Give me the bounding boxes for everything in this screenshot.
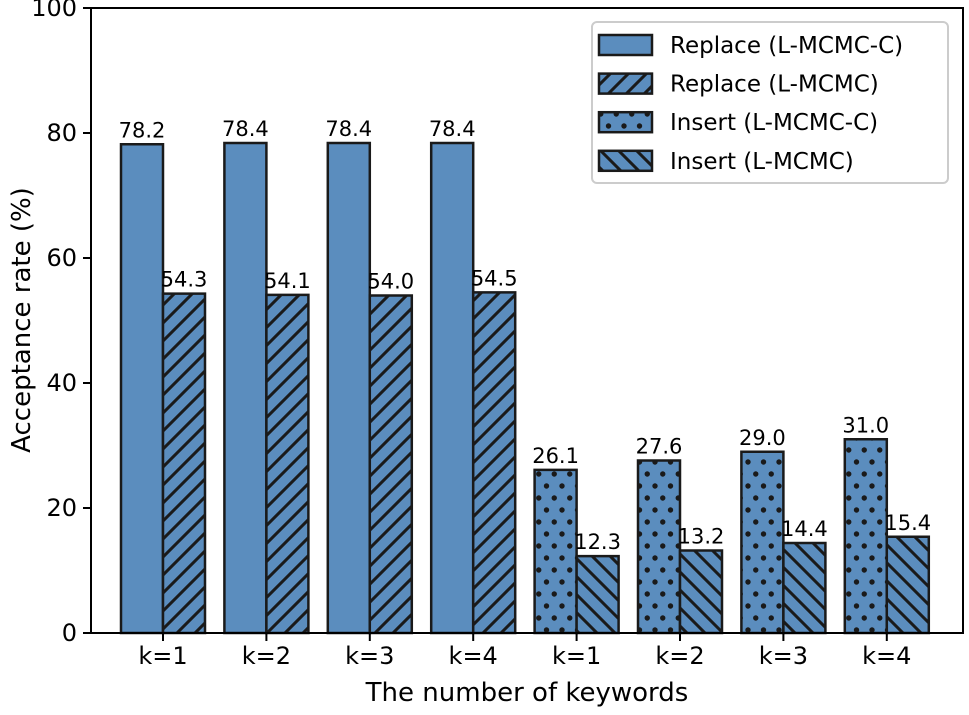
bar-slash-k=4 xyxy=(471,291,517,635)
bar-value-label: 13.2 xyxy=(678,525,725,549)
x-tick-label: k=3 xyxy=(759,642,808,670)
y-tick-label: 80 xyxy=(46,119,77,147)
bar-value-label: 78.2 xyxy=(119,118,166,142)
y-tick-label: 60 xyxy=(46,244,77,272)
bar-value-label: 78.4 xyxy=(429,117,476,141)
x-tick-label: k=4 xyxy=(449,642,498,670)
bar-value-label: 12.3 xyxy=(574,530,621,554)
x-tick-label: k=2 xyxy=(655,642,704,670)
bar-value-label: 15.4 xyxy=(884,511,931,535)
bar-value-label: 14.4 xyxy=(781,517,828,541)
bar-solid-k=1 xyxy=(119,143,165,635)
bars-layer: 78.2 54.3 78.4 54.1 78.4 54.0 78.4 54.5 26.1 12.3… xyxy=(119,117,931,635)
legend-frame xyxy=(591,21,949,184)
x-tick-label: k=1 xyxy=(138,642,187,670)
x-tick-label: k=2 xyxy=(242,642,291,670)
legend-swatch-solid xyxy=(597,33,654,57)
bar-dots-k=2 xyxy=(636,459,682,635)
bar-slash-k=3 xyxy=(368,294,414,635)
bar-solid-k=2 xyxy=(223,141,268,635)
y-axis-title: Acceptance rate (%) xyxy=(7,187,37,453)
legend-label: Replace (L-MCMC) xyxy=(670,72,879,98)
bar-value-label: 26.1 xyxy=(532,444,579,468)
legend-label: Replace (L-MCMC-C) xyxy=(670,33,903,59)
y-tick-label: 40 xyxy=(46,369,77,397)
bar-dots-k=3 xyxy=(740,450,785,635)
legend-label: Insert (L-MCMC-C) xyxy=(670,110,878,136)
x-tick-label: k=4 xyxy=(862,642,911,670)
x-tick-label: k=3 xyxy=(345,642,394,670)
y-tick-label: 20 xyxy=(46,494,77,522)
bar-backslash-k=2 xyxy=(678,549,724,635)
bar-dots-k=4 xyxy=(843,438,889,635)
bar-value-label: 54.5 xyxy=(471,266,518,290)
bar-value-label: 54.1 xyxy=(264,269,311,293)
legend-swatch-dots xyxy=(597,110,654,134)
bar-slash-k=1 xyxy=(161,292,207,635)
bar-value-label: 78.4 xyxy=(325,117,372,141)
bar-solid-k=3 xyxy=(326,141,372,635)
bar-dots-k=1 xyxy=(533,468,578,635)
bar-value-label: 54.0 xyxy=(367,270,414,294)
y-tick-label: 0 xyxy=(62,619,77,647)
bar-value-label: 31.0 xyxy=(842,413,889,437)
bar-value-label: 27.6 xyxy=(636,435,683,459)
legend: Replace (L-MCMC-C) Replace (L-MCMC) Insert… xyxy=(591,21,949,184)
bar-slash-k=2 xyxy=(265,293,310,635)
bar-backslash-k=4 xyxy=(885,535,931,635)
x-axis-title: The number of keywords xyxy=(365,678,689,708)
bar-value-label: 29.0 xyxy=(739,426,786,450)
plot-frame xyxy=(90,7,964,634)
legend-swatch-backslash xyxy=(597,149,654,173)
ticks-layer: 0 20 40 60 80 100 k=1 k=2 k=3 k=4 k=1 k=2 k=3 k=4 xyxy=(31,0,911,670)
legend-label: Insert (L-MCMC) xyxy=(670,149,854,175)
bar-value-label: 54.3 xyxy=(161,268,208,292)
x-tick-label: k=1 xyxy=(552,642,601,670)
bar-backslash-k=3 xyxy=(782,541,827,635)
y-tick-label: 100 xyxy=(31,0,77,22)
bar-backslash-k=1 xyxy=(575,554,620,635)
bar-value-label: 78.4 xyxy=(222,117,269,141)
bar-solid-k=4 xyxy=(429,141,475,635)
legend-swatch-slash xyxy=(597,72,654,95)
